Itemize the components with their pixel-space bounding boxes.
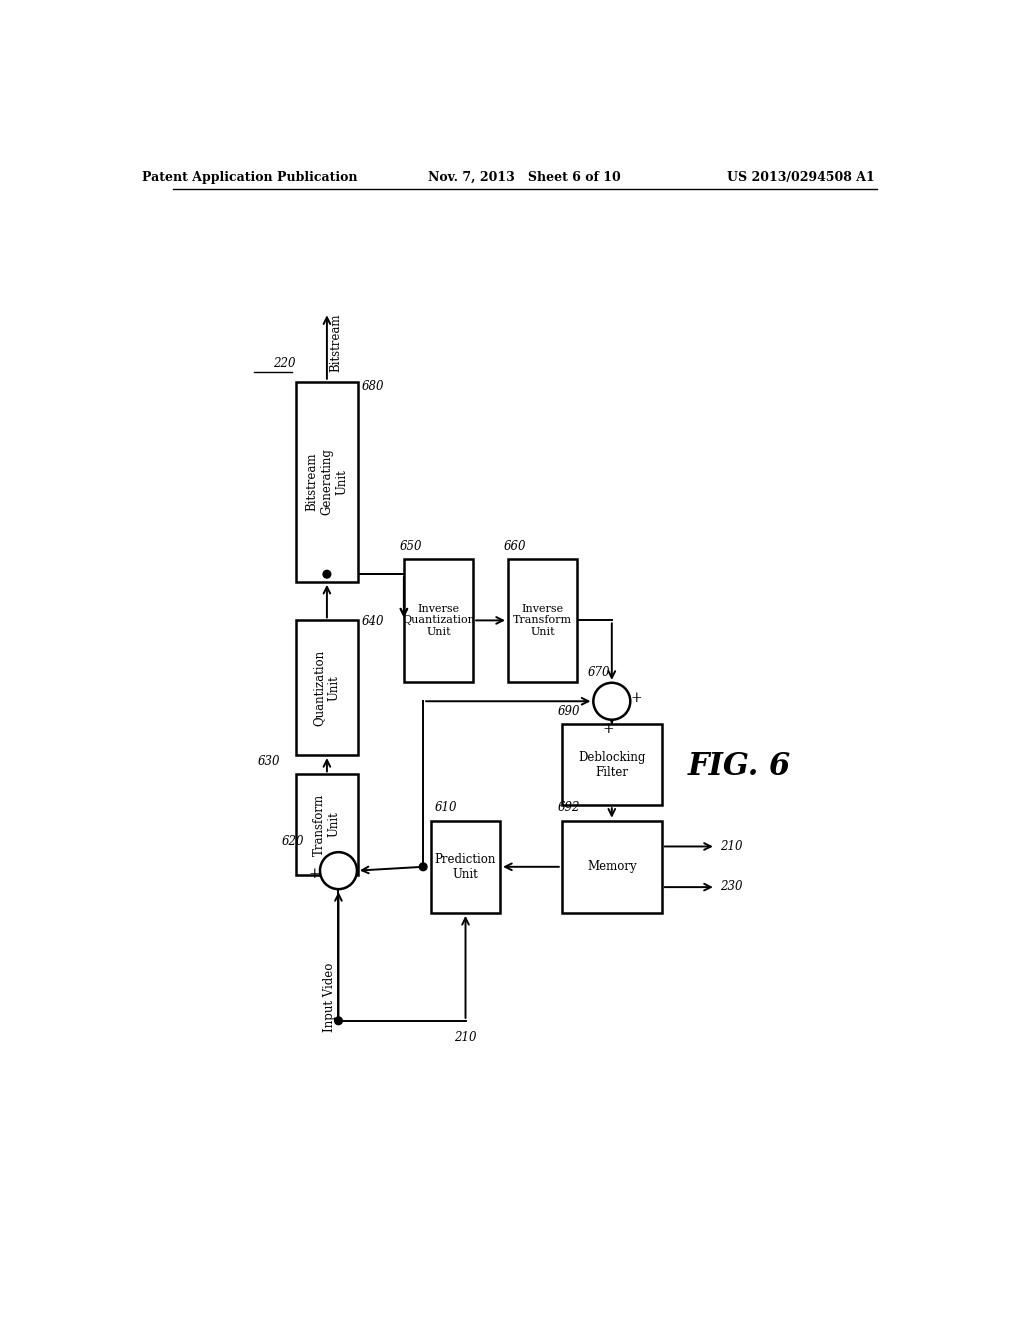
Text: 630: 630 [258,755,281,768]
Text: 220: 220 [273,358,296,370]
Bar [296,775,357,875]
Text: +: + [603,722,614,737]
Text: FIG. 6: FIG. 6 [687,751,791,783]
Text: 230: 230 [720,880,742,894]
Text: Patent Application Publication: Patent Application Publication [142,172,357,185]
Text: Inverse
Transform
Unit: Inverse Transform Unit [513,603,572,638]
Text: 640: 640 [361,615,384,628]
Bar [296,381,357,582]
Text: Quantization
Unit: Quantization Unit [313,649,341,726]
Text: 620: 620 [282,836,304,849]
Circle shape [323,570,331,578]
Bar [296,620,357,755]
Text: +: + [326,865,337,879]
Text: Memory: Memory [587,861,637,874]
Text: -: - [343,862,348,876]
Text: +: + [614,693,626,706]
Bar [508,558,578,682]
Circle shape [593,682,631,719]
Circle shape [319,853,357,890]
Text: +: + [631,692,642,705]
Text: Inverse
Quantization
Unit: Inverse Quantization Unit [402,603,475,638]
Text: Bitstream: Bitstream [330,314,343,372]
Text: Input Video: Input Video [323,964,336,1032]
Circle shape [419,863,427,871]
Text: Deblocking
Filter: Deblocking Filter [579,751,645,779]
Text: Transform
Unit: Transform Unit [313,793,341,855]
Text: 210: 210 [454,1031,476,1044]
Text: +: + [598,693,609,706]
Text: Bitstream
Generating
Unit: Bitstream Generating Unit [305,449,348,515]
Text: 660: 660 [504,540,526,553]
Text: 670: 670 [587,665,609,678]
Text: Prediction
Unit: Prediction Unit [435,853,497,880]
Text: 692: 692 [558,801,581,814]
Text: 650: 650 [400,540,423,553]
Text: Nov. 7, 2013   Sheet 6 of 10: Nov. 7, 2013 Sheet 6 of 10 [428,172,622,185]
Bar [562,725,662,805]
Circle shape [335,1016,342,1024]
Text: 680: 680 [361,380,384,393]
Text: 690: 690 [558,705,581,718]
Text: 610: 610 [435,801,457,814]
Bar [562,821,662,913]
Text: +: + [308,867,319,880]
Bar [403,558,473,682]
Bar [431,821,500,913]
Text: 210: 210 [720,840,742,853]
Text: US 2013/0294508 A1: US 2013/0294508 A1 [727,172,874,185]
